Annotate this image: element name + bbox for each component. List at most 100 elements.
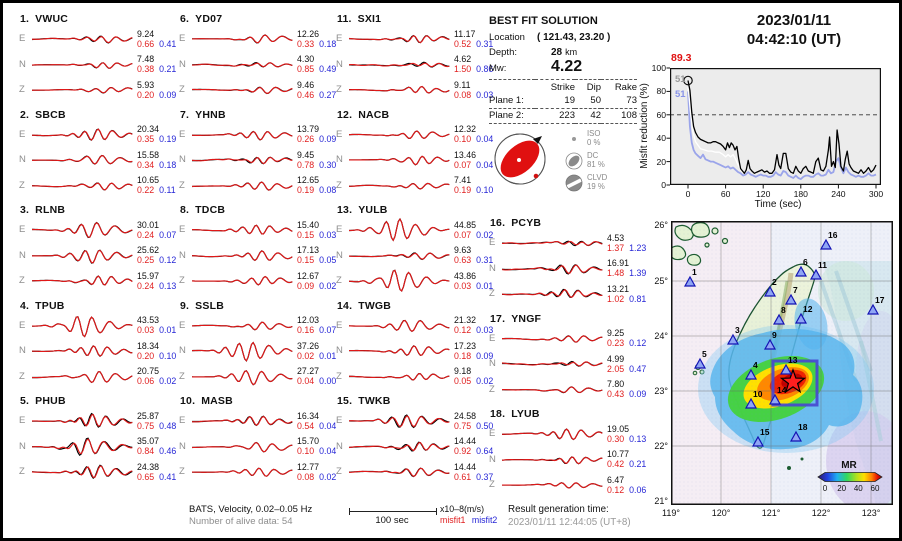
synthetic-trace xyxy=(31,222,133,238)
trace-values: 15.58 0.34 0.18 xyxy=(137,150,176,170)
station-number: 12. xyxy=(337,108,353,121)
station-number: 18. xyxy=(490,408,506,420)
plane2-rake: 108 xyxy=(601,109,637,124)
trace-values: 4.99 2.05 0.47 xyxy=(607,354,646,374)
component-label: Z xyxy=(179,466,185,478)
misfit1-value: 0.15 xyxy=(297,255,315,266)
iso-pct: 0 % xyxy=(587,138,601,147)
synthetic-trace xyxy=(31,87,133,94)
misfit1-value: 2.05 xyxy=(607,363,625,374)
misfit2-value: 0.09 xyxy=(159,89,177,100)
station-number: 4. xyxy=(20,299,30,312)
station-triangle-icon xyxy=(744,368,758,380)
component-label: N xyxy=(19,440,26,452)
station-header: 3. RLNB xyxy=(20,203,179,217)
waveform-trace xyxy=(348,61,450,68)
component-label: Z xyxy=(336,370,342,382)
component-row: N 37.26 0.02 0.01 xyxy=(179,338,339,364)
colorbar-tick: 40 xyxy=(854,484,863,493)
component-row: E 19.05 0.30 0.13 xyxy=(489,421,649,447)
component-label: E xyxy=(489,428,496,440)
mw-value: 4.22 xyxy=(551,58,583,75)
station-code: YNGF xyxy=(511,312,542,325)
misfit2-value: 0.04 xyxy=(476,159,494,170)
component-label: N xyxy=(336,58,343,70)
component-row: E 21.32 0.12 0.03 xyxy=(336,313,496,339)
amplitude-value: 16.91 xyxy=(607,258,630,269)
waveform-column-3: 11. SXI1 E 11.17 0.52 0.31 N 4.62 1.50 0.86 Z 9.11 0… xyxy=(336,11,496,490)
misfit2-value: 1.39 xyxy=(629,268,647,279)
misfit1-value: 0.33 xyxy=(297,38,315,49)
amplitude-value: 24.58 xyxy=(454,410,477,421)
station-header: 13. YULB xyxy=(337,203,496,217)
amplitude-value: 27.27 xyxy=(297,366,320,377)
synthetic-trace xyxy=(501,456,603,465)
amplitude-value: 21.32 xyxy=(454,315,477,326)
misfit2-value: 0.09 xyxy=(476,350,494,361)
amplitude-value: 9.45 xyxy=(297,149,315,160)
mr-colorbar: MR 0 20 40 60 xyxy=(817,460,883,493)
synthetic-trace xyxy=(191,156,293,165)
plane2-dip: 42 xyxy=(575,109,601,124)
station-code: LYUB xyxy=(511,408,540,420)
gray-count-annotation: 51 xyxy=(675,74,686,85)
component-row: N 35.07 0.84 0.46 xyxy=(19,434,179,460)
misfit2-value: 0.21 xyxy=(629,459,647,470)
amplitude-value: 16.34 xyxy=(297,410,320,421)
time-scale-bar: 100 sec xyxy=(349,508,437,527)
misfit2-value: 0.31 xyxy=(476,255,494,266)
waveform-trace xyxy=(348,130,450,139)
component-label: E xyxy=(19,33,26,45)
synthetic-trace xyxy=(501,482,603,489)
component-row: N 15.58 0.34 0.18 xyxy=(19,147,179,173)
component-row: N 25.62 0.25 0.12 xyxy=(19,243,179,269)
station-header: 6. YD07 xyxy=(180,12,339,26)
trace-values: 27.27 0.04 0.00 xyxy=(297,366,336,386)
station-block: 12. NACB E 12.32 0.10 0.04 N 13.46 0.07 0.04 Z 7.41… xyxy=(336,108,496,199)
station-triangle-icon xyxy=(809,268,823,280)
location-label: Location xyxy=(489,32,525,43)
station-code: RLNB xyxy=(35,204,66,216)
station-triangle-icon xyxy=(683,275,697,287)
synthetic-trace xyxy=(191,468,293,478)
waveform-trace xyxy=(348,218,450,242)
misfit2-value: 0.49 xyxy=(319,64,337,75)
misfit1-value: 0.02 xyxy=(297,350,315,361)
misfit1-value: 0.43 xyxy=(607,389,625,400)
dc-pct: 81 % xyxy=(587,160,605,169)
waveform-trace xyxy=(191,415,293,427)
amplitude-value: 7.41 xyxy=(454,175,472,186)
amplitude-value: 17.23 xyxy=(454,340,477,351)
synthetic-trace xyxy=(191,224,293,235)
component-row: E 12.32 0.10 0.04 xyxy=(336,122,496,148)
trace-values: 13.79 0.26 0.09 xyxy=(297,124,336,144)
misfit2-value: 0.09 xyxy=(319,134,337,145)
synthetic-trace xyxy=(31,275,133,286)
amplitude-value: 12.26 xyxy=(297,28,320,39)
misfit2-value: 0.86 xyxy=(476,64,494,75)
station-number: 10. xyxy=(180,395,196,407)
amplitude-value: 19.05 xyxy=(607,423,630,434)
amplitude-value: 4.30 xyxy=(297,54,315,65)
component-label: N xyxy=(489,453,496,465)
station-map-number: 15 xyxy=(760,427,770,437)
station-map-number: 18 xyxy=(798,422,808,432)
trace-values: 9.24 0.66 0.41 xyxy=(137,29,176,49)
component-row: N 15.70 0.10 0.04 xyxy=(179,434,339,460)
trace-values: 17.23 0.18 0.09 xyxy=(454,341,493,361)
misfit2-value: 0.07 xyxy=(319,325,337,336)
synthetic-trace xyxy=(31,315,133,338)
station-header: 17. YNGF xyxy=(490,312,649,326)
waveform-trace xyxy=(31,128,133,141)
amplitude-value: 37.26 xyxy=(297,340,320,351)
x-tick-label: 120 xyxy=(756,189,771,199)
station-map-number: 1 xyxy=(692,267,697,277)
misfit2-value: 0.41 xyxy=(159,38,177,49)
component-label: N xyxy=(336,249,343,261)
synthetic-trace xyxy=(191,250,293,261)
lat-label: 22° xyxy=(654,441,668,451)
amplitude-value: 9.18 xyxy=(454,366,472,377)
misfit1-value: 0.54 xyxy=(297,420,315,431)
misfit2-value: 0.18 xyxy=(159,159,177,170)
